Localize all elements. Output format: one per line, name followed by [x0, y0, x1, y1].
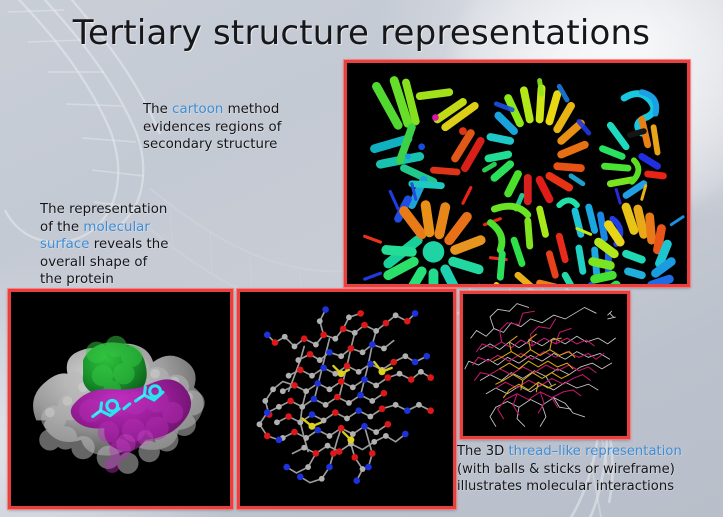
- caption-highlight-cartoon: cartoon: [172, 102, 224, 117]
- cartoon-representation-image: [347, 63, 687, 284]
- caption-surface-line-1: The representation: [40, 202, 168, 217]
- caption-thread-like: The 3D thread–like representation (with …: [457, 443, 709, 496]
- balls-and-sticks-image: [240, 292, 453, 506]
- caption-molecular-surface: The representation of the molecular surf…: [40, 201, 190, 289]
- balls-and-sticks-panel[interactable]: [237, 289, 456, 509]
- caption-highlight-thread-like: thread–like representation: [508, 444, 682, 459]
- caption-cartoon-line-3: secondary structure: [143, 137, 278, 152]
- wireframe-panel[interactable]: [460, 291, 630, 439]
- caption-text: method: [223, 102, 280, 117]
- molecular-surface-panel[interactable]: [8, 289, 233, 509]
- caption-cartoon: The cartoon method evidences regions of …: [143, 101, 329, 154]
- slide-title: Tertiary structure representations: [72, 13, 651, 53]
- caption-cartoon-line-2: evidences regions of: [143, 119, 282, 135]
- caption-highlight-molecular: molecular: [83, 219, 150, 235]
- caption-surface-line-2: of the molecular: [40, 219, 190, 237]
- caption-text: reveals the: [89, 237, 169, 252]
- caption-thread-line-2: (with balls & sticks or wireframe): [457, 461, 675, 477]
- caption-surface-line-4: overall shape of: [40, 254, 148, 270]
- caption-text: The 3D: [457, 444, 509, 459]
- cartoon-representation-panel[interactable]: [344, 60, 690, 287]
- caption-surface-line-5: the protein: [40, 272, 114, 287]
- caption-thread-line-3: illustrates molecular interactions: [457, 479, 675, 494]
- caption-thread-line-1: The 3D thread–like representation: [457, 443, 709, 461]
- caption-cartoon-line-1: The cartoon method: [143, 101, 329, 119]
- caption-text: The: [143, 102, 173, 117]
- wireframe-image: [463, 294, 627, 436]
- caption-surface-line-3: surface reveals the: [40, 236, 190, 254]
- caption-highlight-surface: surface: [40, 237, 90, 252]
- molecular-surface-image: [11, 292, 230, 506]
- caption-text: of the: [40, 219, 84, 235]
